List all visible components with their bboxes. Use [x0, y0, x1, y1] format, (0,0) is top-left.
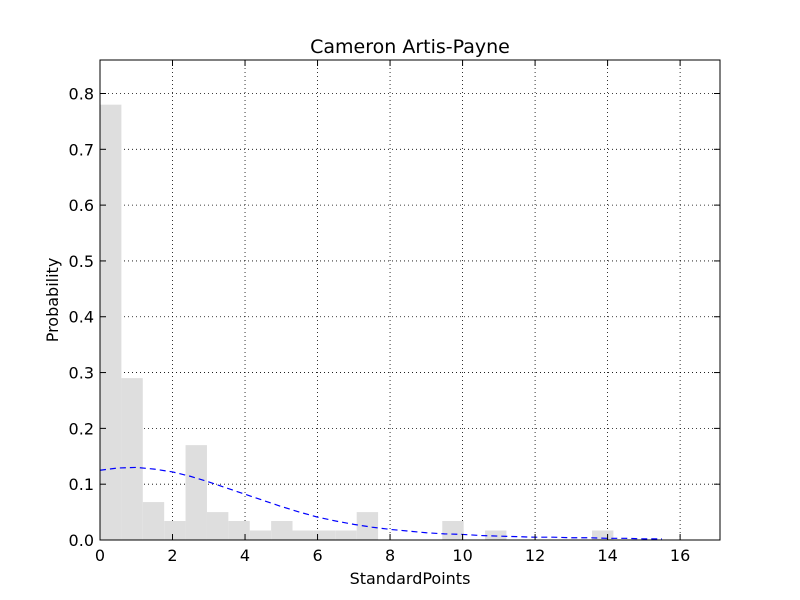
histogram-bars: [100, 104, 614, 541]
x-tick-label: 6: [312, 546, 322, 565]
density-curve: [99, 466, 662, 540]
histogram-bar: [206, 512, 229, 540]
histogram-bar: [228, 521, 250, 540]
x-tick-label: 0: [95, 546, 105, 565]
y-tick-label: 0.8: [69, 84, 94, 103]
x-axis-label: StandardPoints: [350, 569, 471, 588]
histogram-bar: [121, 378, 143, 540]
x-tick-label: 12: [525, 546, 545, 565]
plot-frame: [99, 59, 721, 541]
x-tick-labels: 0 2 4 6 8 10 12 14 16: [95, 546, 690, 565]
histogram-bar: [100, 104, 122, 541]
x-tick-label: 4: [240, 546, 250, 565]
y-tick-labels: 0.0 0.1 0.2 0.3 0.4 0.5 0.6 0.7 0.8: [69, 84, 94, 550]
y-tick-label: 0.4: [69, 308, 94, 327]
y-axis-label: Probability: [43, 258, 62, 343]
x-tick-label: 16: [670, 546, 690, 565]
axis-ticks: [99, 60, 720, 541]
y-tick-label: 0.0: [69, 531, 94, 550]
x-tick-label: 10: [452, 546, 472, 565]
y-tick-label: 0.7: [69, 140, 94, 159]
x-tick-label: 2: [167, 546, 177, 565]
x-tick-label: 8: [385, 546, 395, 565]
histogram-bar: [592, 530, 614, 540]
y-tick-label: 0.3: [69, 364, 94, 383]
histogram-bar: [249, 530, 272, 540]
histogram-bar: [292, 530, 314, 540]
histogram-bar: [442, 521, 464, 540]
y-tick-label: 0.2: [69, 419, 94, 438]
chart-title: Cameron Artis-Payne: [310, 36, 510, 58]
histogram-bar: [164, 521, 186, 540]
histogram-bar: [485, 530, 507, 540]
grid-lines: [100, 60, 720, 540]
histogram-bar: [313, 530, 336, 540]
y-tick-label: 0.5: [69, 252, 94, 271]
histogram-bar: [142, 502, 165, 540]
x-tick-label: 14: [597, 546, 617, 565]
y-tick-label: 0.6: [69, 196, 94, 215]
histogram-bar: [271, 521, 293, 540]
histogram-bar: [335, 530, 357, 540]
histogram-bar: [185, 445, 207, 540]
y-tick-label: 0.1: [69, 475, 94, 494]
